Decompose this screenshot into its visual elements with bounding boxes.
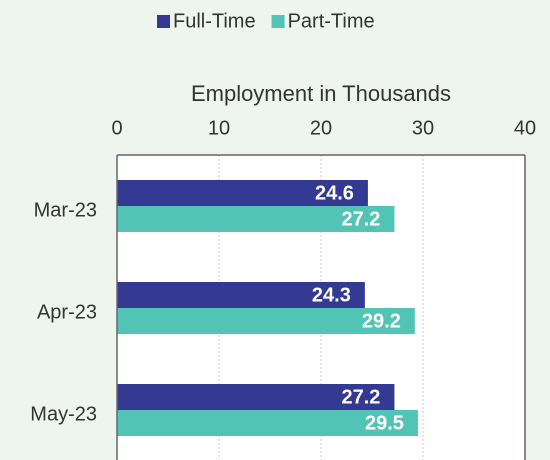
data-label: 27.2: [342, 386, 381, 408]
bar: [117, 282, 365, 308]
x-axis-title: Employment in Thousands: [191, 81, 451, 106]
bar: [117, 206, 395, 232]
x-tick-label: 30: [412, 117, 434, 139]
bar: [117, 308, 415, 334]
legend-label: Full-Time: [173, 10, 256, 32]
data-label: 29.2: [362, 310, 401, 332]
y-tick-label: Apr-23: [37, 301, 97, 323]
data-label: 29.5: [365, 412, 404, 434]
x-tick-label: 10: [208, 117, 230, 139]
bar: [117, 410, 418, 436]
data-label: 24.6: [315, 182, 354, 204]
legend-swatch: [157, 15, 170, 28]
bar: [117, 384, 395, 410]
x-tick-label: 20: [310, 117, 332, 139]
x-tick-label: 0: [111, 117, 122, 139]
legend-swatch: [271, 15, 285, 28]
bar: [117, 180, 368, 206]
data-label: 24.3: [312, 284, 351, 306]
legend-label: Part-Time: [288, 10, 375, 32]
x-tick-label: 40: [514, 117, 536, 139]
y-tick-label: May-23: [30, 403, 97, 425]
y-tick-label: Mar-23: [34, 199, 97, 221]
data-label: 27.2: [342, 208, 381, 230]
